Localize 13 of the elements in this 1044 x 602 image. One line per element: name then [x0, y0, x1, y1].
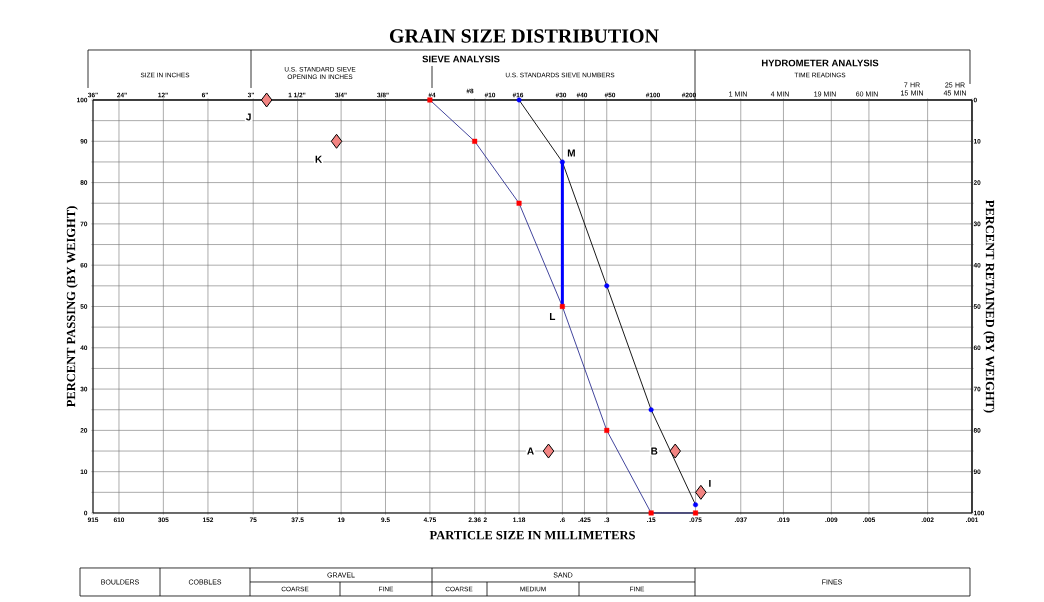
annotation: J: [246, 113, 251, 121]
y2-axis-title: PERCENT RETAINED (BY WEIGHT): [983, 200, 995, 413]
text: SIEVE ANALYSIS: [422, 55, 500, 63]
annotation: I: [709, 479, 711, 487]
annotation: L: [549, 313, 556, 320]
annotation: K: [315, 155, 323, 163]
annotation: A: [527, 447, 534, 455]
annotation: M: [567, 149, 575, 157]
chart-title: GRAIN SIZE DISTRIBUTION: [389, 29, 659, 43]
text: HYDROMETER ANALYSIS: [761, 59, 879, 67]
y-axis-title: PERCENT PASSING (BY WEIGHT): [66, 206, 78, 408]
annotation: B: [651, 447, 658, 455]
x-axis-title: PARTICLE SIZE IN MILLIMETERS: [429, 530, 635, 540]
